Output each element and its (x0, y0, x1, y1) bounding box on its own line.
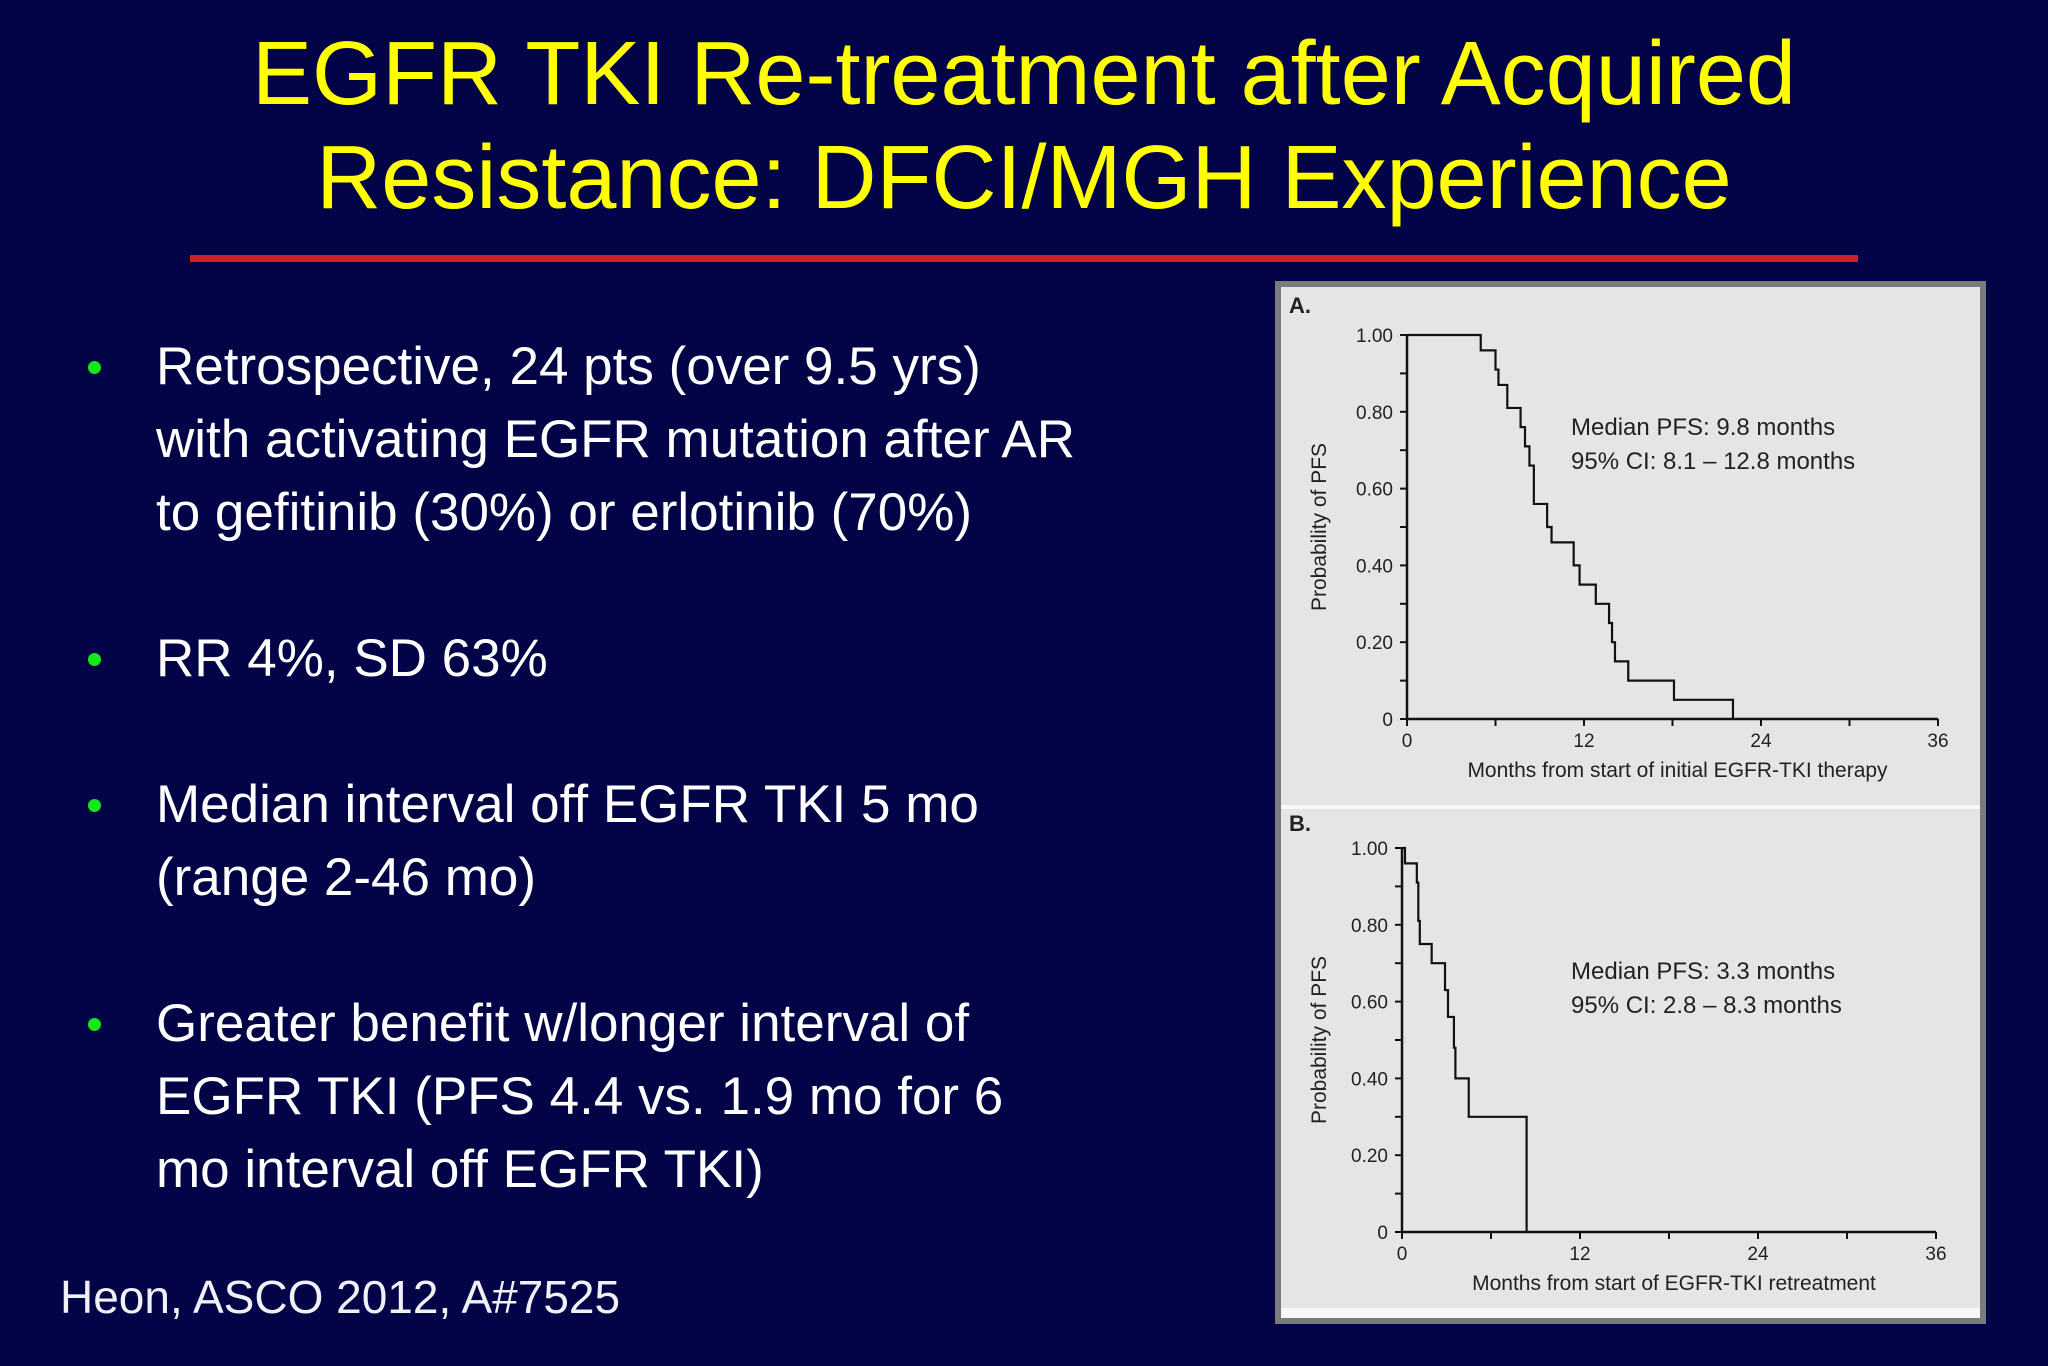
y-tick-label: 0.20 (1351, 1146, 1388, 1167)
median-pfs-annotation: 95% CI: 8.1 – 12.8 months (1571, 448, 1855, 475)
bullet-item: Median interval off EGFR TKI 5 mo (range … (82, 768, 1242, 914)
x-tick-label: 0 (1402, 731, 1413, 752)
bullet-line: with activating EGFR mutation after AR (156, 410, 1076, 469)
chart-b-pfs-retreatment: B. 0 0.20 0.40 0.60 0.80 1.00 0 12 24 36 Months fro… (1289, 811, 1947, 1295)
median-pfs-annotation: Median PFS: 3.3 months (1571, 958, 1835, 985)
title-line-1: EGFR TKI Re-treatment after Acquired (252, 24, 1796, 124)
chart-a-pfs-initial: A. 0 0.20 0.40 0.60 0.80 1.00 0 12 24 36 Months fro… (1289, 293, 1949, 782)
y-tick-label: 1.00 (1356, 326, 1393, 347)
y-tick-label: 0.40 (1356, 556, 1393, 577)
title-divider (190, 255, 1858, 262)
panel-label: A. (1289, 293, 1311, 318)
y-axis-label: Probability of PFS (1308, 443, 1331, 611)
x-tick-label: 0 (1397, 1244, 1408, 1265)
y-tick-label: 0 (1377, 1223, 1388, 1244)
bullet-dot-icon (88, 361, 101, 374)
bullet-line: mo interval off EGFR TKI) (156, 1140, 764, 1199)
x-tick-label: 24 (1750, 731, 1772, 752)
bullet-item: Retrospective, 24 pts (over 9.5 yrs) with… (82, 330, 1242, 549)
bullet-line: EGFR TKI (PFS 4.4 vs. 1.9 mo for 6 (156, 1067, 1004, 1126)
bullet-line: Retrospective, 24 pts (over 9.5 yrs) (156, 337, 981, 396)
y-tick-label: 0.40 (1351, 1069, 1388, 1090)
x-axis-label: Months from start of EGFR-TKI retreatmen… (1472, 1272, 1876, 1295)
bullet-line: (range 2-46 mo) (156, 848, 537, 907)
title-line-2: Resistance: DFCI/MGH Experience (316, 128, 1732, 228)
panel-label: B. (1289, 811, 1311, 836)
panel-separator (1281, 805, 1980, 809)
bullet-line: Greater benefit w/longer interval of (156, 994, 970, 1053)
median-pfs-annotation: 95% CI: 2.8 – 8.3 months (1571, 992, 1842, 1019)
km-curve (1402, 846, 1528, 1232)
bullet-line: Median interval off EGFR TKI 5 mo (156, 775, 979, 834)
bullet-list: Retrospective, 24 pts (over 9.5 yrs) with… (82, 330, 1242, 1279)
x-tick-label: 36 (1925, 1244, 1946, 1265)
y-tick-label: 0.80 (1356, 403, 1393, 424)
y-tick-label: 0.60 (1356, 480, 1393, 501)
slide-title: EGFR TKI Re-treatment after Acquired Res… (0, 22, 2048, 230)
bullet-line: to gefitinib (30%) or erlotinib (70%) (156, 483, 972, 542)
y-tick-label: 1.00 (1351, 839, 1388, 860)
y-tick-label: 0.20 (1356, 633, 1393, 654)
y-axis-label: Probability of PFS (1308, 956, 1331, 1124)
x-axis-label: Months from start of initial EGFR-TKI th… (1467, 759, 1888, 782)
km-curve (1407, 333, 1735, 719)
x-tick-label: 12 (1573, 731, 1594, 752)
bullet-dot-icon (88, 653, 101, 666)
citation: Heon, ASCO 2012, A#7525 (60, 1271, 621, 1323)
bullet-dot-icon (88, 1018, 101, 1031)
bullet-dot-icon (88, 799, 101, 812)
chart-panel: A. 0 0.20 0.40 0.60 0.80 1.00 0 12 24 36 Months fro… (1275, 281, 1986, 1324)
x-tick-label: 36 (1927, 731, 1948, 752)
y-tick-label: 0.60 (1351, 993, 1388, 1014)
x-tick-label: 12 (1569, 1244, 1590, 1265)
y-tick-label: 0 (1382, 710, 1393, 731)
bullet-item: Greater benefit w/longer interval of EGFR… (82, 987, 1242, 1206)
median-pfs-annotation: Median PFS: 9.8 months (1571, 414, 1835, 441)
panel-bottom-strip (1281, 1308, 1980, 1318)
bullet-line: RR 4%, SD 63% (156, 629, 548, 688)
bullet-item: RR 4%, SD 63% (82, 622, 1242, 695)
x-tick-label: 24 (1747, 1244, 1769, 1265)
y-tick-label: 0.80 (1351, 916, 1388, 937)
